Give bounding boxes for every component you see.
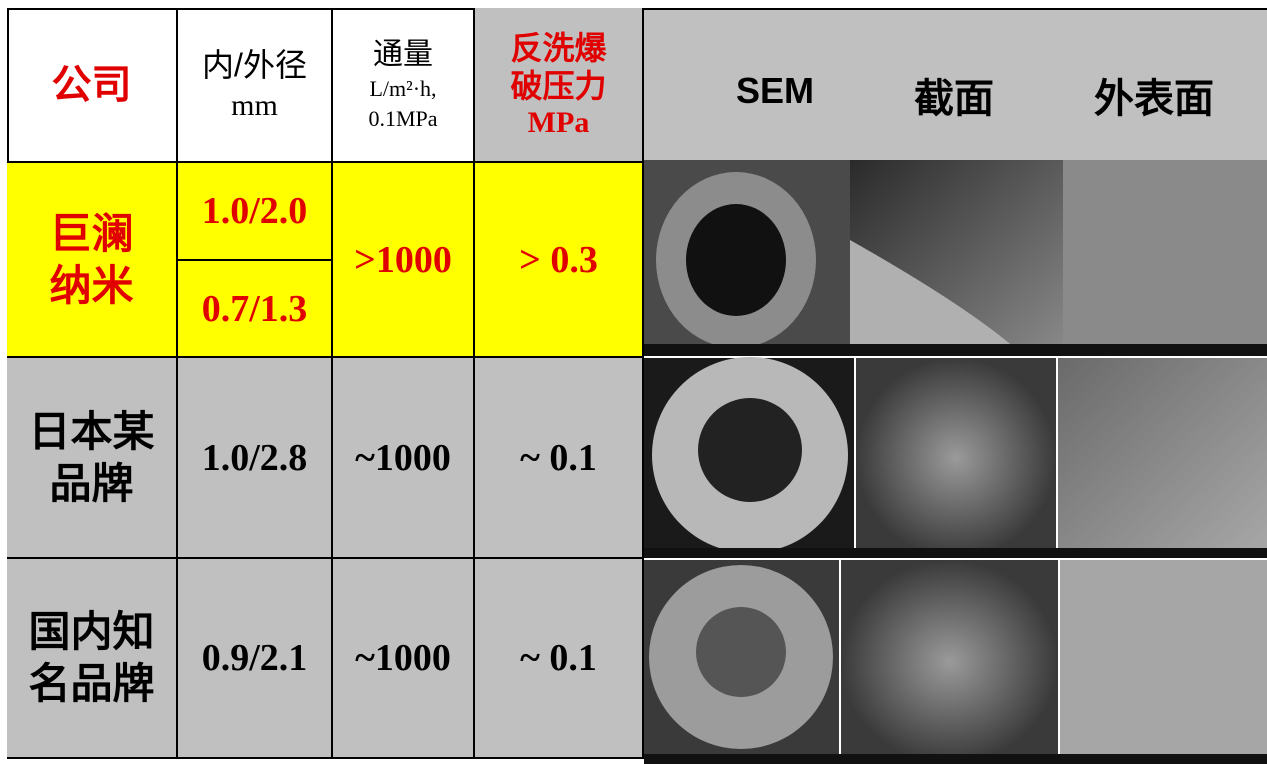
sem-caption-bar <box>644 754 1267 764</box>
pressure-cell: ~ 0.1 <box>475 559 644 759</box>
pressure-cell: ~ 0.1 <box>475 358 644 559</box>
sem-images <box>644 160 1267 764</box>
diameter-cell: 0.7/1.3 <box>178 261 333 358</box>
flux-text: ~1000 <box>355 637 451 679</box>
header-cell: 内/外径 mm <box>178 8 333 163</box>
company-cell: 巨澜 纳米 <box>7 163 178 358</box>
sem-image <box>1060 560 1267 764</box>
sem-image <box>841 560 1058 764</box>
header-cell: 反洗爆 破压力 MPa <box>475 8 644 163</box>
header-text: 内/外径 <box>202 46 307 83</box>
fiber-lumen <box>696 607 786 697</box>
flux-cell: >1000 <box>333 163 475 358</box>
header-text: 截面 <box>914 77 994 121</box>
sem-image <box>1063 160 1267 356</box>
company-text: 品牌 <box>49 459 134 507</box>
flux-text: >1000 <box>354 238 452 281</box>
diameter-cell: 0.9/2.1 <box>178 559 333 759</box>
sem-caption-bar <box>644 548 1267 558</box>
diameter-text: 1.0/2.8 <box>201 436 308 479</box>
pressure-text: ~ 0.1 <box>520 637 597 679</box>
company-cell: 日本某 品牌 <box>7 358 178 559</box>
sem-image <box>1058 358 1267 558</box>
sem-detail <box>850 240 1024 356</box>
sem-header: SEM 截面 外表面 <box>644 8 1267 160</box>
fiber-lumen <box>698 398 802 502</box>
diameter-text: 0.7/1.3 <box>201 287 308 330</box>
diameter-text: 1.0/2.0 <box>201 190 308 232</box>
header-cell: 通量 L/m²·h, 0.1MPa <box>333 8 475 163</box>
diameter-text: 0.9/2.1 <box>201 637 308 679</box>
fiber-lumen <box>686 204 786 316</box>
pressure-cell: > 0.3 <box>475 163 644 358</box>
company-text: 日本某 <box>28 407 155 455</box>
header-text: 0.1MPa <box>368 105 438 131</box>
company-text: 纳米 <box>49 261 134 309</box>
company-cell: 国内知 名品牌 <box>7 559 178 759</box>
diameter-cell: 1.0/2.0 <box>178 163 333 261</box>
header-text: 外表面 <box>1094 77 1214 121</box>
flux-text: ~1000 <box>355 436 451 479</box>
header-cell: 公司 <box>7 8 178 163</box>
pressure-text: ~ 0.1 <box>520 436 597 479</box>
flux-cell: ~1000 <box>333 358 475 559</box>
company-text: 名品牌 <box>28 660 155 707</box>
flux-cell: ~1000 <box>333 559 475 759</box>
company-text: 巨澜 <box>49 209 134 257</box>
pressure-text: > 0.3 <box>519 238 598 281</box>
header-text: 通量 <box>373 37 433 71</box>
header-text: 反洗爆 <box>510 29 607 66</box>
company-text: 国内知 <box>28 608 155 655</box>
header-text: 破压力 <box>510 67 607 104</box>
header-text: mm <box>231 88 278 122</box>
header-text: 公司 <box>51 62 132 107</box>
diameter-cell: 1.0/2.8 <box>178 358 333 559</box>
sem-caption-bar <box>644 344 1267 356</box>
header-text: MPa <box>527 105 590 139</box>
sem-image <box>856 358 1056 558</box>
header-text: L/m²·h, <box>369 75 437 101</box>
header-text: SEM <box>736 70 815 111</box>
